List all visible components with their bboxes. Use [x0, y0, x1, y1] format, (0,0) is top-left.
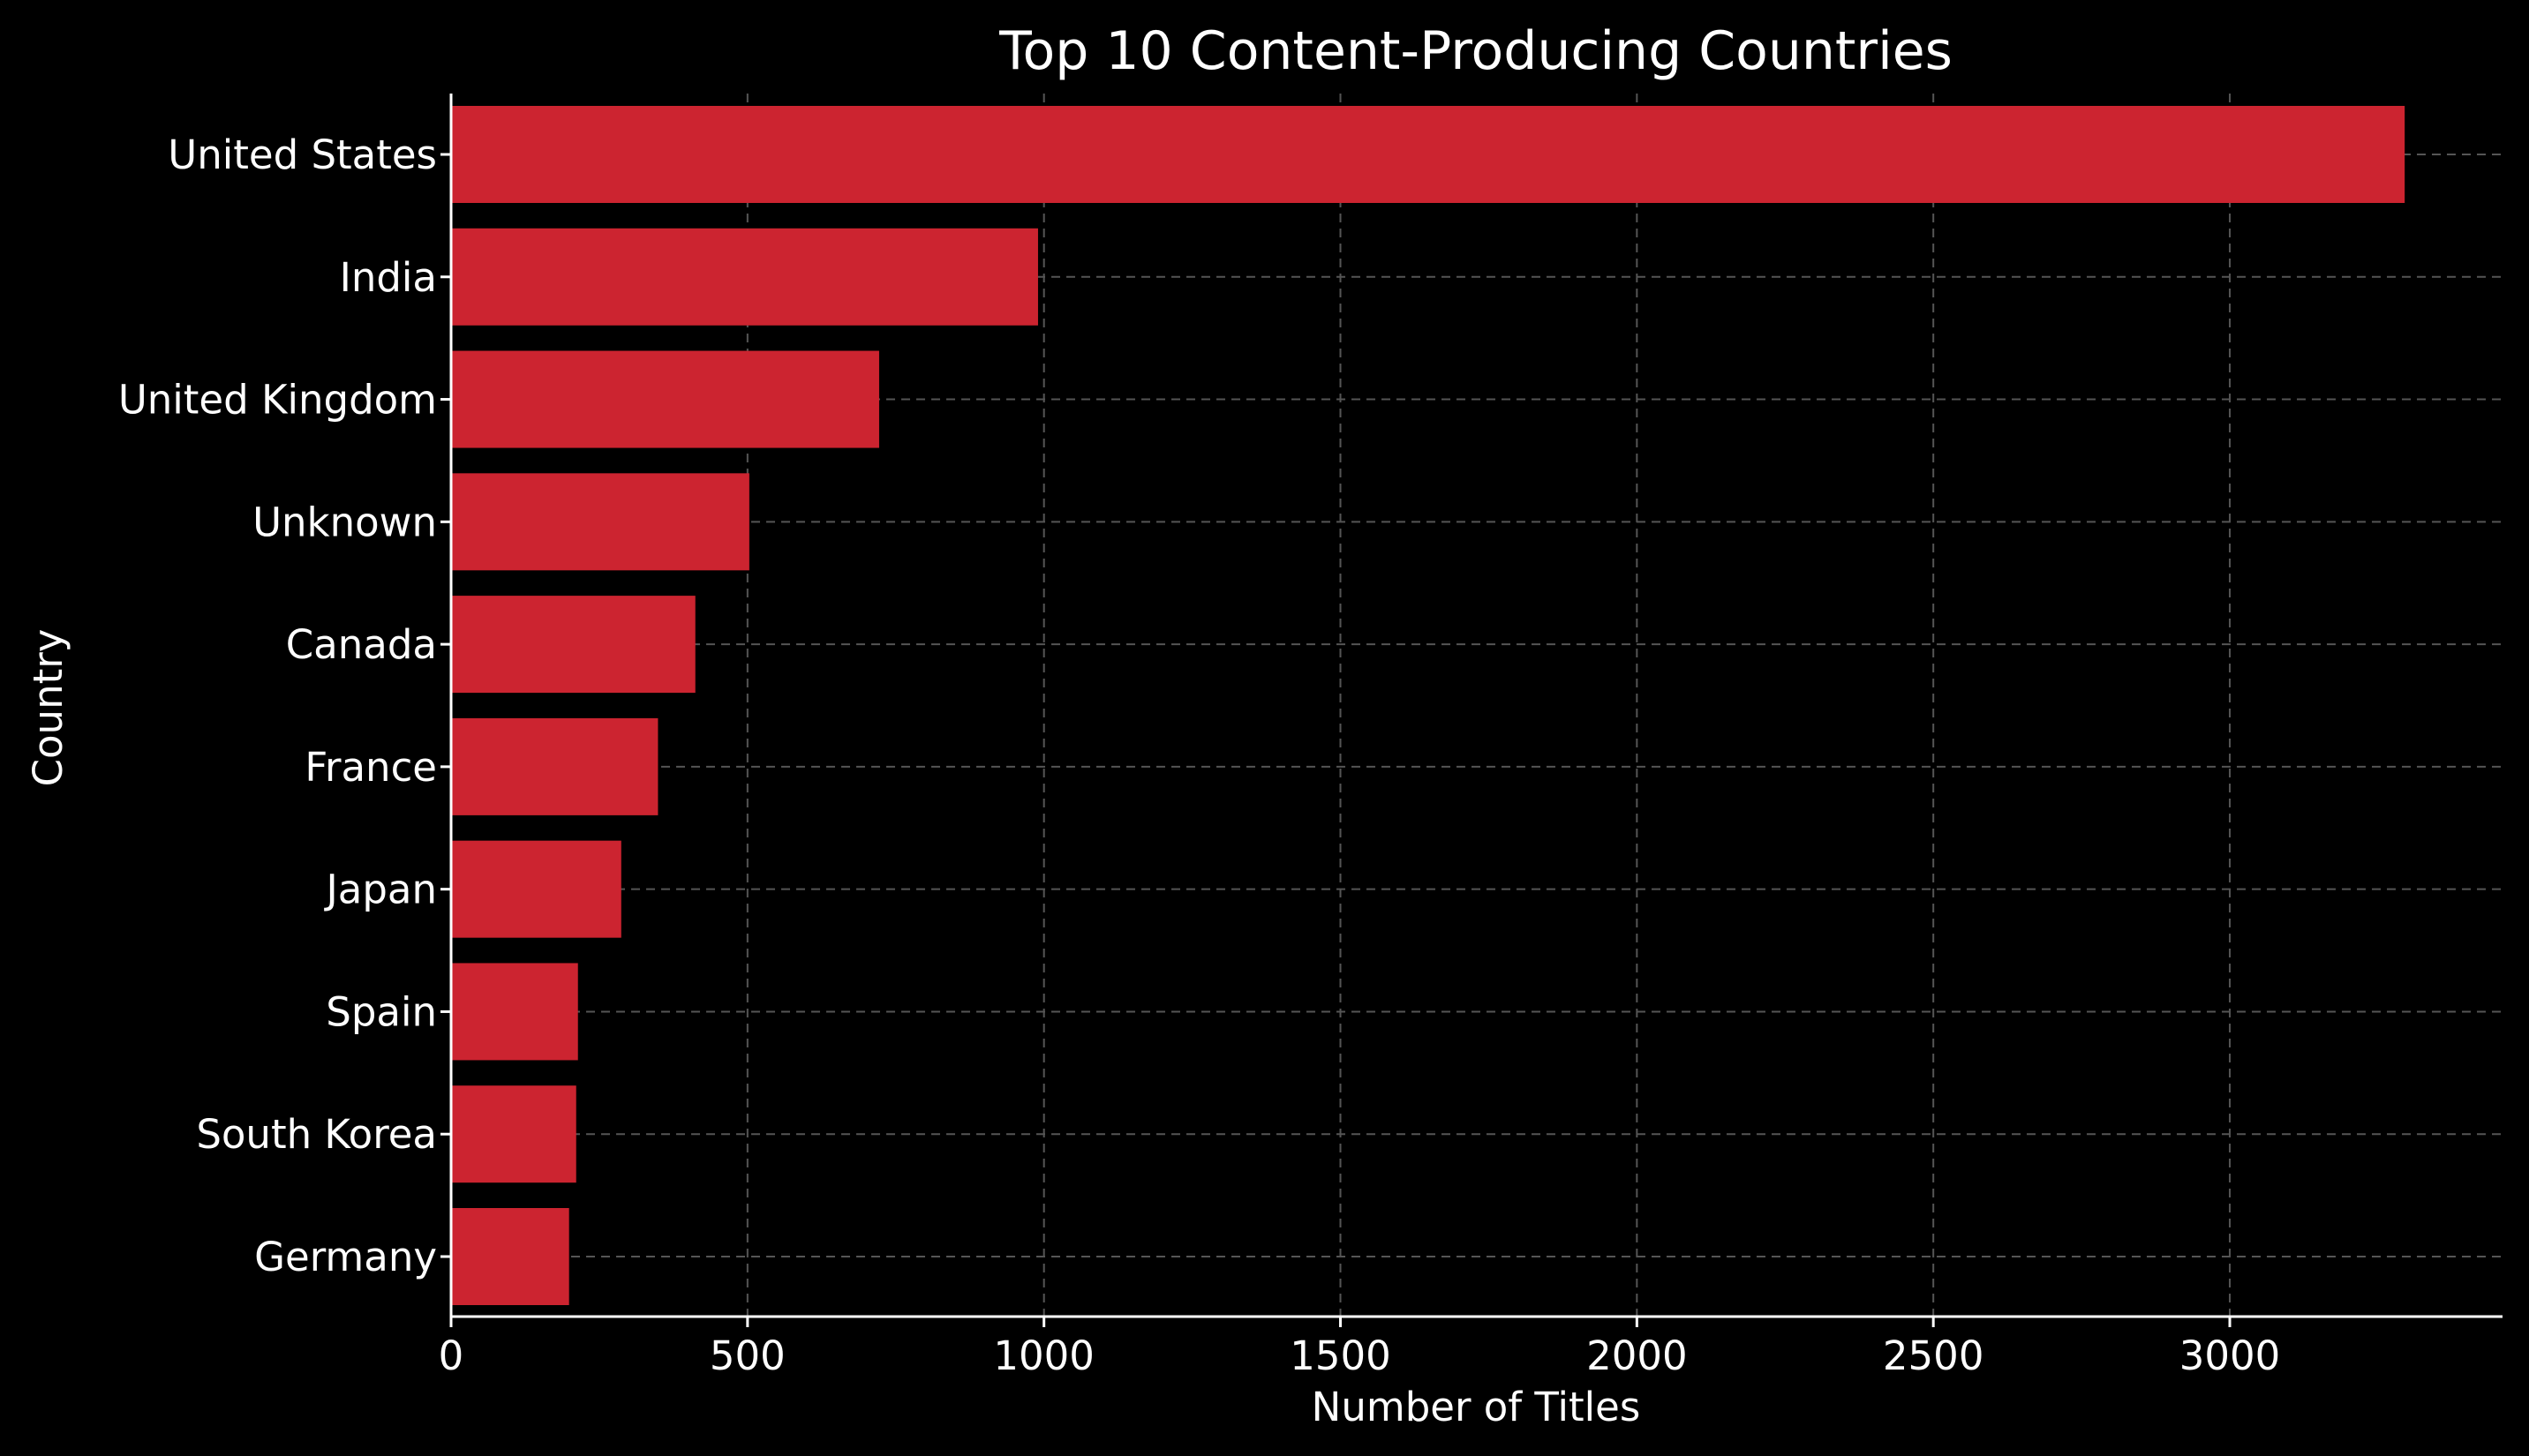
bar-france [451, 717, 659, 815]
x-tick-label: 0 [439, 1332, 464, 1379]
x-tick-label: 2500 [1883, 1332, 1984, 1379]
bar-united-kingdom [451, 350, 879, 448]
x-axis-ticks: 0 500 1000 1500 2000 2500 3000 [439, 1317, 2281, 1379]
x-tick-label: 3000 [2179, 1332, 2281, 1379]
x-tick-label: 2000 [1586, 1332, 1688, 1379]
y-tick-label: Japan [323, 867, 437, 913]
bars [451, 106, 2405, 1305]
axes [449, 94, 2503, 1318]
y-tick-label: Germany [254, 1234, 437, 1280]
bar-canada [451, 596, 696, 694]
bar-india [451, 228, 1038, 326]
y-axis-ticks: United States India United Kingdom Unknown C… [118, 131, 451, 1280]
x-tick-label: 1000 [993, 1332, 1095, 1379]
y-tick-label: India [340, 254, 437, 301]
y-tick-label: France [305, 744, 437, 791]
y-tick-label: Spain [326, 988, 437, 1035]
y-tick-label: South Korea [196, 1111, 437, 1158]
y-tick-label: Canada [286, 621, 437, 668]
y-axis-label: Country [25, 629, 72, 787]
bar-spain [451, 963, 578, 1061]
bar-germany [451, 1208, 569, 1305]
y-tick-label: United States [168, 131, 437, 178]
chart-title: Top 10 Content-Producing Countries [998, 20, 1953, 82]
bar-japan [451, 840, 621, 938]
y-tick-label: United Kingdom [118, 377, 437, 424]
x-tick-label: 1500 [1290, 1332, 1391, 1379]
bar-unknown [451, 473, 749, 571]
bar-united-states [451, 106, 2405, 203]
y-tick-label: Unknown [252, 499, 437, 545]
bar-south-korea [451, 1085, 576, 1183]
x-axis-label: Number of Titles [1312, 1384, 1641, 1430]
x-tick-label: 500 [710, 1332, 786, 1379]
